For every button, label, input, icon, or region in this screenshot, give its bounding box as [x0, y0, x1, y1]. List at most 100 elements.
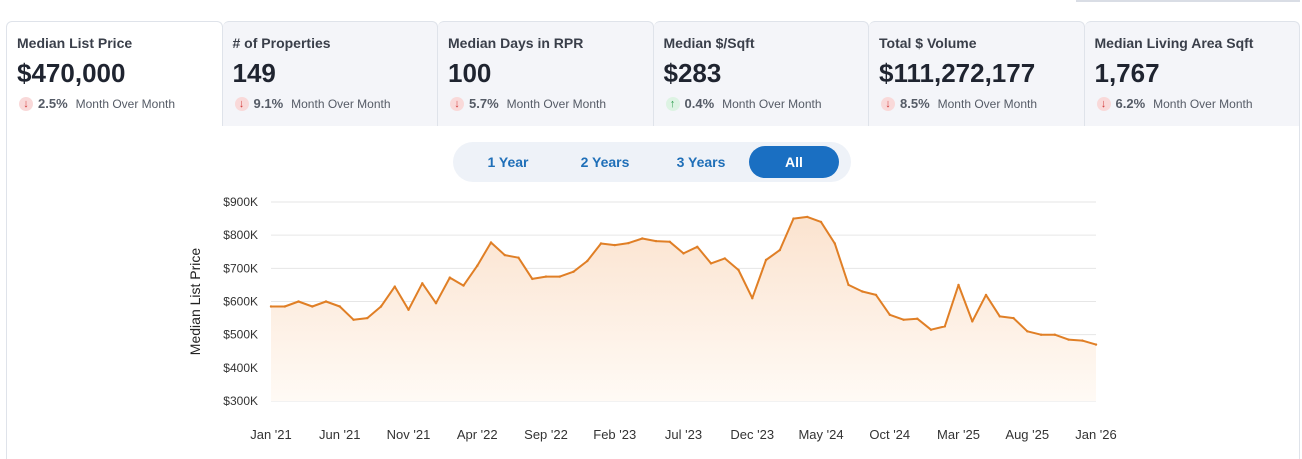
data-point [819, 220, 823, 224]
median-list-price-chart: $300K $400K $500K $600K $700K $800K $900K Jan '… [187, 195, 1117, 442]
y-tick-label: $800K [223, 228, 258, 242]
data-point [751, 297, 754, 300]
stat-change: ↓ 5.7% Month Over Month [448, 96, 653, 111]
data-point [654, 239, 658, 243]
stat-change-pct: 8.5% [900, 96, 930, 111]
data-point [544, 275, 548, 278]
x-tick-label: Apr '22 [457, 427, 498, 442]
data-point [696, 245, 699, 248]
stat-change: ↑ 0.4% Month Over Month [664, 96, 869, 111]
data-point [943, 325, 946, 328]
time-range-selector: 1 Year 2 Years 3 Years All [453, 142, 851, 182]
data-point [874, 293, 878, 297]
data-point [269, 305, 273, 308]
y-tick-label: $600K [223, 295, 258, 309]
data-point [709, 262, 713, 265]
stat-card-median-days[interactable]: Median Days in RPR 100 ↓ 5.7% Month Over… [438, 21, 654, 126]
x-tick-label: Mar '25 [937, 427, 980, 442]
data-point [668, 240, 671, 243]
range-button-1-year[interactable]: 1 Year [459, 146, 557, 178]
data-point [283, 305, 286, 308]
x-tick-label: Aug '25 [1005, 427, 1049, 442]
stat-card-total-volume[interactable]: Total $ Volume $111,272,177 ↓ 8.5% Month… [869, 21, 1085, 126]
data-point [352, 318, 355, 321]
data-point [1039, 333, 1043, 336]
data-point [1053, 333, 1056, 336]
stats-tabs: Median List Price $470,000 ↓ 2.5% Month … [6, 21, 1300, 126]
data-point [462, 284, 465, 287]
data-point [778, 248, 781, 252]
data-point [1067, 338, 1070, 341]
x-tick-label: Jul '23 [665, 427, 702, 442]
y-tick-label: $900K [223, 195, 258, 209]
data-point [1026, 330, 1029, 333]
stat-card-median-living-area[interactable]: Median Living Area Sqft 1,767 ↓ 6.2% Mon… [1084, 21, 1300, 126]
range-button-2-years[interactable]: 2 Years [557, 146, 653, 178]
y-tick-label: $300K [223, 394, 258, 408]
x-tick-label: Dec '23 [730, 427, 774, 442]
data-point [1094, 343, 1098, 346]
x-tick-label: Sep '22 [524, 427, 568, 442]
stat-card-median-price-per-sqft[interactable]: Median $/Sqft $283 ↑ 0.4% Month Over Mon… [653, 21, 869, 126]
stat-label: Median Living Area Sqft [1094, 35, 1254, 51]
range-button-all[interactable]: All [749, 146, 839, 178]
data-point [806, 215, 809, 219]
stat-label: Median List Price [17, 35, 133, 51]
data-point [297, 300, 300, 303]
data-point [723, 257, 726, 260]
trend-arrow-icon: ↓ [450, 96, 464, 111]
data-point [448, 276, 451, 279]
stat-label: # of Properties [232, 35, 331, 51]
data-point [1012, 316, 1015, 320]
trend-arrow-icon: ↓ [881, 96, 895, 111]
stat-change-pct: 5.7% [469, 96, 499, 111]
data-point [929, 328, 933, 331]
data-point [421, 282, 424, 285]
data-point [888, 313, 891, 316]
stat-change-pct: 6.2% [1115, 96, 1146, 111]
data-point [503, 253, 506, 257]
data-point [627, 241, 630, 245]
data-point [407, 308, 410, 311]
data-point [682, 252, 685, 255]
data-point [916, 317, 919, 320]
stat-change: ↓ 2.5% Month Over Month [17, 96, 222, 111]
y-tick-label: $400K [223, 361, 258, 375]
y-tick-label: $700K [223, 261, 258, 275]
data-point [489, 241, 493, 244]
stat-change-period: Month Over Month [291, 96, 391, 111]
stat-card-num-properties[interactable]: # of Properties 149 ↓ 9.1% Month Over Mo… [222, 21, 438, 126]
header-divider [1076, 0, 1300, 2]
trend-arrow-icon: ↓ [234, 96, 249, 111]
trend-arrow-icon: ↓ [19, 96, 33, 111]
data-point [434, 302, 438, 305]
data-point [764, 258, 768, 262]
data-point [998, 315, 1001, 318]
x-tick-label: Jan '26 [1075, 427, 1117, 442]
data-point [613, 243, 616, 247]
data-point [324, 300, 328, 303]
data-point [572, 270, 575, 273]
data-point [1081, 339, 1084, 342]
stat-change: ↓ 9.1% Month Over Month [233, 96, 438, 111]
data-point [599, 242, 603, 245]
stat-value: $283 [663, 58, 722, 88]
data-point [737, 268, 740, 272]
area-fill [271, 216, 1096, 401]
data-point [338, 305, 341, 308]
x-tick-label: Oct '24 [869, 427, 910, 442]
trend-arrow-icon: ↓ [1096, 96, 1111, 111]
x-tick-label: Nov '21 [387, 427, 431, 442]
stat-change-pct: 9.1% [253, 96, 284, 111]
data-point [847, 283, 850, 287]
stat-change-period: Month Over Month [75, 96, 176, 111]
stat-card-median-list-price[interactable]: Median List Price $470,000 ↓ 2.5% Month … [6, 21, 223, 126]
data-point [792, 217, 795, 220]
data-point [531, 277, 534, 281]
y-axis-label: Median List Price [187, 248, 203, 356]
range-button-3-years[interactable]: 3 Years [653, 146, 749, 178]
stat-value: 1,767 [1094, 58, 1160, 88]
data-point [393, 285, 396, 288]
data-point [379, 305, 383, 308]
stat-label: Total $ Volume [879, 35, 977, 51]
